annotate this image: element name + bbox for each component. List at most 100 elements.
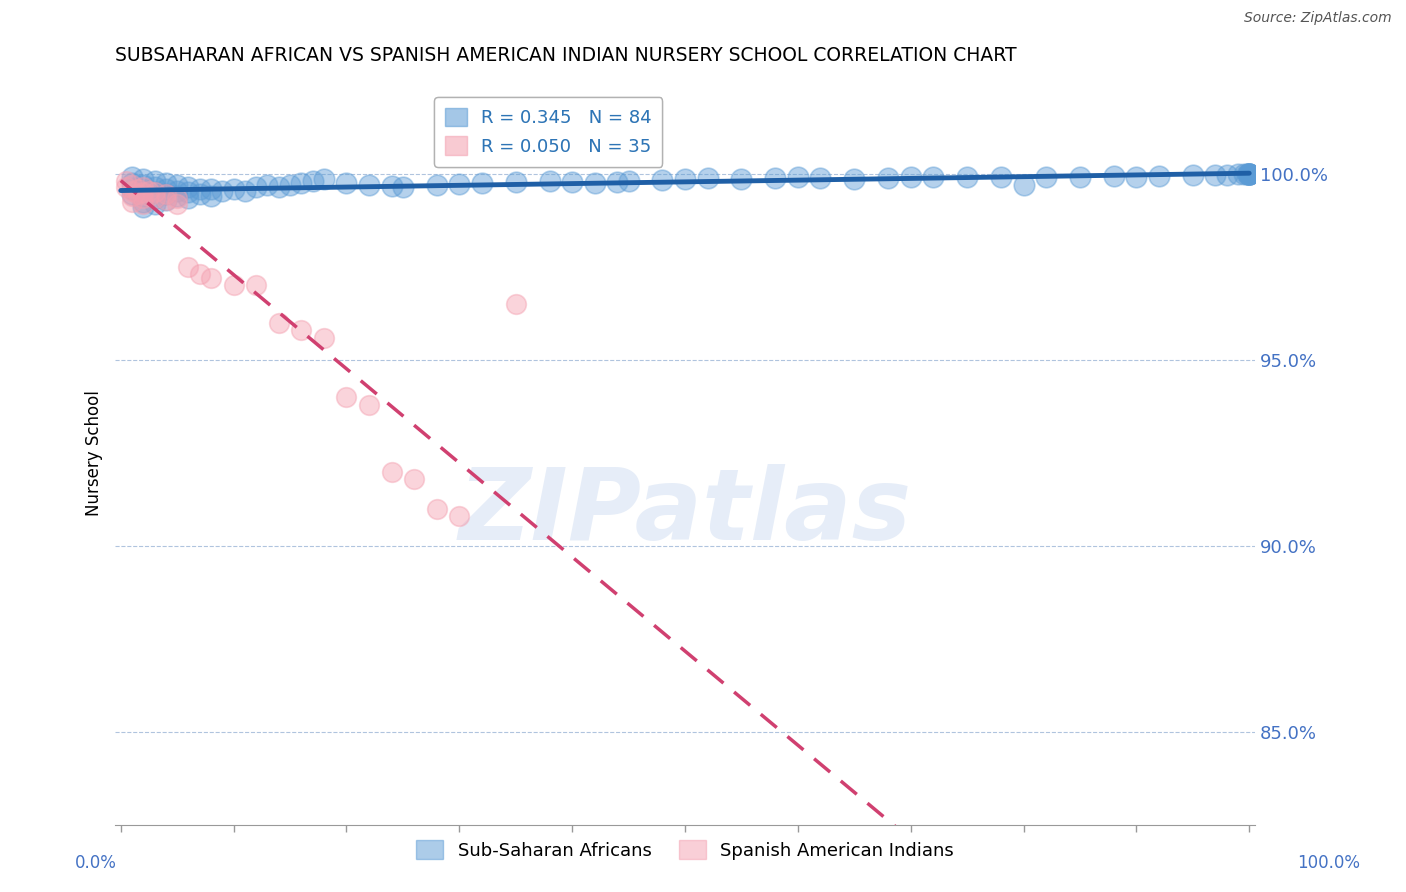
Point [392,179,415,194]
Point [561,175,583,189]
Point [132,186,155,200]
Point [505,175,527,189]
Point [810,171,832,186]
Point [115,179,138,194]
Point [617,174,640,188]
Point [1237,167,1260,181]
Point [278,178,301,192]
Point [381,465,404,479]
Point [335,176,357,190]
Point [1204,168,1226,182]
Point [132,191,155,205]
Point [1125,169,1147,184]
Point [121,194,143,209]
Point [155,187,177,202]
Point [188,187,211,202]
Point [844,172,866,186]
Point [335,390,357,404]
Text: Source: ZipAtlas.com: Source: ZipAtlas.com [1244,12,1392,25]
Point [121,170,143,185]
Point [606,175,628,189]
Point [138,184,160,198]
Point [1069,169,1091,184]
Point [505,297,527,311]
Point [1237,167,1260,181]
Point [233,184,256,198]
Point [267,179,290,194]
Point [449,177,471,191]
Point [211,184,233,198]
Point [538,174,561,188]
Point [155,182,177,196]
Point [1237,167,1260,181]
Point [121,178,143,192]
Point [200,182,222,196]
Point [245,179,267,194]
Point [222,278,245,293]
Point [166,189,188,203]
Point [922,169,945,184]
Point [132,189,155,203]
Point [1012,178,1035,192]
Point [357,178,380,192]
Point [222,182,245,196]
Point [155,193,177,207]
Point [1236,167,1258,181]
Point [177,260,200,274]
Point [200,189,222,203]
Point [1237,167,1260,181]
Point [132,179,155,194]
Point [143,196,166,211]
Point [1226,167,1249,181]
Point [143,191,166,205]
Point [381,178,404,193]
Point [155,187,177,202]
Point [188,182,211,196]
Point [956,170,979,185]
Point [426,502,449,516]
Point [138,189,160,203]
Point [256,178,278,192]
Point [673,172,696,186]
Point [121,176,143,190]
Point [166,184,188,198]
Point [449,509,471,524]
Point [290,176,312,190]
Point [1237,167,1260,181]
Point [990,169,1012,184]
Point [132,194,155,209]
Point [155,176,177,190]
Point [267,316,290,330]
Point [900,170,922,185]
Text: 100.0%: 100.0% [1298,854,1360,871]
Point [188,268,211,282]
Point [1181,168,1204,182]
Point [1237,167,1260,181]
Point [471,176,494,190]
Point [121,184,143,198]
Point [730,172,752,186]
Point [1237,167,1260,181]
Point [200,271,222,285]
Point [583,176,606,190]
Point [166,196,188,211]
Point [357,398,380,412]
Point [312,330,335,344]
Point [121,182,143,196]
Point [143,191,166,205]
Point [132,172,155,186]
Point [177,179,200,194]
Point [166,191,188,205]
Point [177,191,200,205]
Point [132,184,155,198]
Point [132,200,155,214]
Point [121,187,143,202]
Point [127,182,149,196]
Point [143,179,166,194]
Point [1215,168,1237,182]
Point [143,174,166,188]
Point [301,174,323,188]
Point [132,196,155,211]
Point [143,186,166,200]
Point [166,178,188,192]
